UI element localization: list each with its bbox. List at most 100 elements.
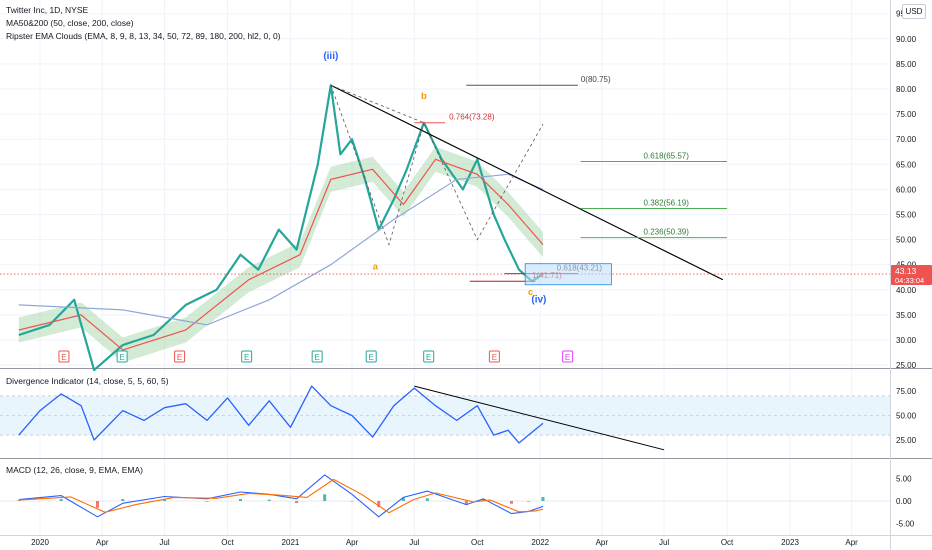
earnings-marker-box — [174, 350, 186, 363]
earnings-marker-label: E — [177, 353, 182, 362]
macd-histogram-bar — [239, 498, 243, 501]
divergence-axis-tick: 50.00 — [896, 412, 917, 421]
macd-histogram-bar — [205, 501, 209, 502]
price-axis-tick: 25.00 — [896, 361, 917, 370]
earnings-marker-box — [241, 350, 253, 363]
earnings-marker[interactable]: E — [116, 350, 128, 363]
divergence-axis-tick: 25.00 — [896, 436, 917, 445]
time-axis-tick: Oct — [221, 538, 234, 547]
grid-lines — [0, 0, 890, 535]
macd-histogram-bar — [17, 500, 21, 501]
time-axis-tick: 2023 — [781, 538, 799, 547]
price-axis-tick: 90.00 — [896, 35, 917, 44]
price-axis-tick: 55.00 — [896, 211, 917, 220]
earnings-marker-box — [311, 350, 323, 363]
current-price-badge: 43.13 04:33:04 — [891, 265, 932, 285]
bar-countdown: 04:33:04 — [895, 276, 924, 285]
divergence-indicator-legend[interactable]: Divergence Indicator (14, close, 5, 5, 6… — [6, 376, 169, 386]
earnings-marker-label: E — [565, 353, 570, 362]
earnings-marker-label: E — [369, 353, 374, 362]
earnings-marker[interactable]: E — [174, 350, 186, 363]
earnings-marker[interactable]: E — [365, 350, 377, 363]
fib-level-label: 0.382(56.19) — [644, 199, 690, 208]
fib-level-label: 0.236(50.39) — [644, 228, 690, 237]
pattern-dotted-line — [330, 85, 425, 246]
macd-histogram-bar — [377, 501, 381, 508]
time-axis-tick: Jul — [659, 538, 669, 547]
time-axis-tick: 2021 — [282, 538, 300, 547]
macd-histogram-bar — [350, 501, 354, 502]
time-axis-tick: Jul — [409, 538, 419, 547]
price-axis-tick: 30.00 — [896, 336, 917, 345]
earnings-marker[interactable]: E — [241, 350, 253, 363]
fib-level-label: 0(80.75) — [581, 75, 611, 84]
earnings-marker[interactable]: E — [488, 350, 500, 363]
macd-line — [18, 474, 544, 518]
time-axis-tick: Oct — [471, 538, 484, 547]
macd-histogram-bar — [95, 501, 99, 508]
macd-histogram-bar — [541, 496, 545, 501]
wave-label: c — [528, 287, 533, 298]
earnings-marker-label: E — [244, 353, 249, 362]
pattern-dotted-line — [330, 84, 544, 241]
ma50-line — [18, 158, 544, 351]
divergence-trendline — [414, 385, 665, 451]
wave-label: b — [421, 91, 427, 102]
macd-histogram-bar — [509, 501, 513, 504]
time-axis-tick: 2020 — [31, 538, 49, 547]
wave-label: a — [373, 262, 379, 273]
price-axis-tick: 65.00 — [896, 160, 917, 169]
price-axis-tick: 35.00 — [896, 311, 917, 320]
macd-histogram-bar — [59, 498, 63, 501]
earnings-marker-box — [562, 350, 574, 363]
divergence-axis-tick: 75.00 — [896, 387, 917, 396]
macd-axis-tick: 0.00 — [896, 497, 912, 506]
price-axis-tick: 50.00 — [896, 236, 917, 245]
earnings-marker[interactable]: E — [562, 350, 574, 363]
annotation-layer[interactable]: 0(80.75) 0.764(73.28) 0.618(65.57) 0.382(56… — [58, 51, 728, 363]
macd-histogram-bar — [464, 501, 468, 506]
time-axis-tick: Apr — [346, 538, 359, 547]
earnings-marker-label: E — [314, 353, 319, 362]
time-axis-tick: Jul — [159, 538, 169, 547]
time-axis-tick: 2022 — [531, 538, 549, 547]
earnings-marker-label: E — [426, 353, 431, 362]
price-axis-tick: 40.00 — [896, 286, 917, 295]
earnings-marker[interactable]: E — [423, 350, 435, 363]
ma-indicator-legend[interactable]: MA50&200 (50, close, 200, close) — [6, 18, 134, 28]
price-axis-tick: 80.00 — [896, 85, 917, 94]
macd-signal-line — [18, 478, 544, 514]
earnings-marker-box — [58, 350, 70, 363]
ema-cloud-indicator-legend[interactable]: Ripster EMA Clouds (EMA, 8, 9, 8, 13, 34… — [6, 31, 281, 41]
earnings-marker[interactable]: E — [311, 350, 323, 363]
earnings-marker-label: E — [119, 353, 124, 362]
fib-level-label: 0.764(73.28) — [449, 113, 495, 122]
macd-histogram-bar — [527, 501, 531, 502]
price-axis-tick: 85.00 — [896, 60, 917, 69]
wave-label: (iv) — [531, 294, 546, 305]
time-axis-tick: Apr — [845, 538, 858, 547]
wave-label: (iii) — [323, 51, 338, 62]
price-line — [18, 84, 544, 372]
earnings-marker-box — [423, 350, 435, 363]
current-price-value: 43.13 — [895, 266, 917, 276]
earnings-marker-label: E — [61, 353, 66, 362]
earnings-marker[interactable]: E — [58, 350, 70, 363]
macd-axis-tick: 5.00 — [896, 475, 912, 484]
symbol-title[interactable]: Twitter Inc, 1D, NYSE — [6, 5, 89, 15]
earnings-marker-box — [488, 350, 500, 363]
macd-histogram-bar — [121, 498, 125, 501]
macd-histogram-bar — [295, 501, 299, 504]
time-axis-tick: Apr — [596, 538, 609, 547]
earnings-marker-box — [365, 350, 377, 363]
currency-button[interactable]: USD — [902, 4, 926, 19]
earnings-marker-label: E — [492, 353, 497, 362]
macd-histogram-bar — [425, 498, 429, 501]
ema-cloud — [18, 146, 544, 363]
fib-level-label: 0.618(65.57) — [644, 151, 690, 160]
divergence-line — [18, 385, 544, 444]
macd-indicator-legend[interactable]: MACD (12, 26, close, 9, EMA, EMA) — [6, 465, 143, 475]
price-axis-tick: 60.00 — [896, 185, 917, 194]
price-pane[interactable] — [0, 0, 890, 368]
